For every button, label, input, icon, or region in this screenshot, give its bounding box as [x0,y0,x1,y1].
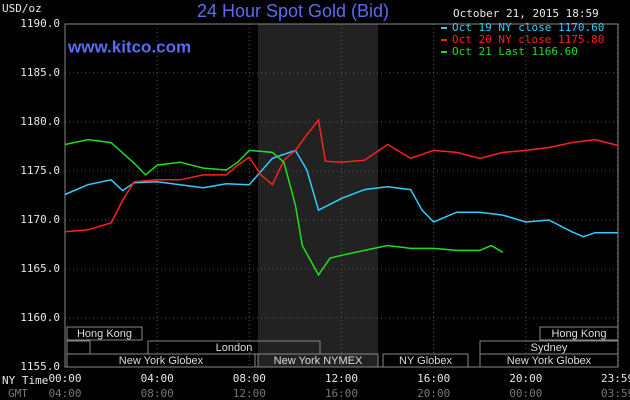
session-box [382,353,469,368]
source: www.kitco.com [67,37,191,56]
session-label: Hong Kong [551,328,606,340]
x-tick-label: 12:00 [325,372,358,385]
x-tick-label: 08:00 [233,372,266,385]
chart-title: 24 Hour Spot Gold (Bid) [197,1,389,21]
y-tick-label: 1155.0 [20,360,60,373]
date: October 21, 2015 18:59 [453,7,599,20]
session-box [257,353,379,368]
x-tick-label: 04:00 [141,372,174,385]
x2-tick-label: 12:00 [233,387,266,400]
y-axis-label: USD/oz [2,2,42,15]
y-tick-label: 1180.0 [20,115,60,128]
x-tick-label: 16:00 [417,372,450,385]
session-box [66,353,256,368]
x2-tick-label: 04:00 [48,387,81,400]
x2-tick-label: 16:00 [325,387,358,400]
x2-tick-label: 20:00 [417,387,450,400]
x2-axis-label: GMT [8,387,28,400]
x2-tick-label: 00:00 [509,387,542,400]
session-box [479,353,619,368]
session-label: New York Globex [507,355,592,367]
session-label: Sydney [531,342,568,354]
session-label: London [216,342,253,354]
series-line [64,149,618,238]
legend-label: Oct 21 Last 1166.60 [452,45,578,58]
y-tick-label: 1160.0 [20,311,60,324]
series-line [64,138,504,277]
session-label: New York Globex [119,355,204,367]
y-tick-label: 1190.0 [20,17,60,30]
session-label: NY Globex [399,355,452,367]
session-box [539,326,619,341]
y-tick-label: 1175.0 [20,164,60,177]
x2-tick-label: 08:00 [141,387,174,400]
x2-tick-label: 03:59 [601,387,630,400]
x-tick-label: 00:00 [48,372,81,385]
session-box [66,340,91,355]
y-tick-label: 1165.0 [20,262,60,275]
session-label: New York NYMEX [274,355,363,367]
nymex-shade [258,24,378,367]
y-tick-label: 1185.0 [20,66,60,79]
series-line [64,118,619,233]
session-box [66,326,143,341]
session-label: Hong Kong [77,328,132,340]
legend-label: Oct 20 NY close 1175.80 [452,33,604,46]
x-tick-label: 20:00 [509,372,542,385]
legend-label: Oct 19 NY close 1170.60 [452,21,604,34]
x-axis-label: NY Time [2,374,48,387]
x-tick-label: 23:59 [601,372,630,385]
y-tick-label: 1170.0 [20,213,60,226]
